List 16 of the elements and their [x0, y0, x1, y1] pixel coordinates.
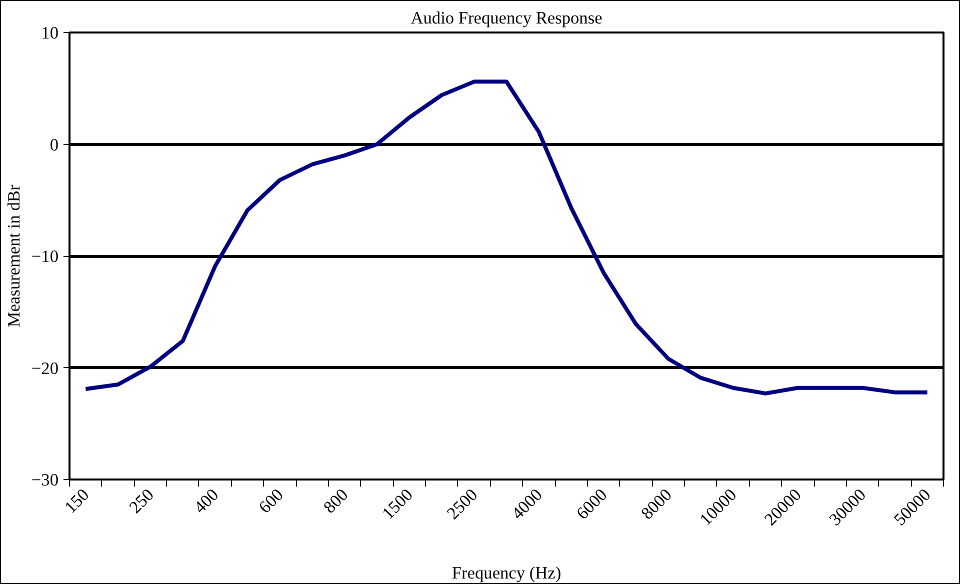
y-tick-label: 0 [50, 135, 59, 154]
y-tick-label: −20 [31, 358, 59, 378]
x-axis-title: Frequency (Hz) [452, 564, 562, 583]
x-tick-label: 400 [190, 485, 222, 517]
y-tick-label: 10 [41, 24, 58, 42]
y-axis-title: Measurement in dBr [4, 184, 24, 328]
y-tick-label: −30 [31, 470, 59, 490]
x-tick-label: 250 [126, 485, 158, 517]
chart-title: Audio Frequency Response [410, 8, 603, 28]
x-tick-label: 800 [320, 485, 352, 517]
y-tick-label: −10 [31, 247, 59, 266]
x-tick-label: 600 [255, 485, 287, 517]
line-series [84, 80, 930, 396]
x-tick-label: 6000 [572, 485, 611, 524]
x-tick-label: 4000 [508, 485, 546, 524]
x-tick-label: 150 [60, 485, 93, 517]
